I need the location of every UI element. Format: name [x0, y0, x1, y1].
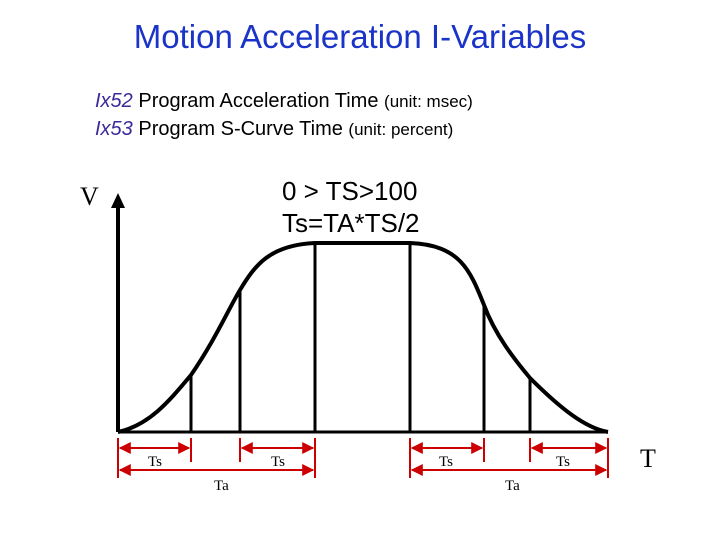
- velocity-axis-arrowhead: [111, 193, 125, 208]
- slide-title: Motion Acceleration I-Variables: [133, 18, 587, 55]
- ts-label-2: Ts: [271, 454, 285, 470]
- ix53-variable: Ix53: [95, 118, 133, 140]
- ix53-description: Ix53 Program S-Curve Time (unit: percent…: [95, 118, 453, 141]
- ts-label-4: Ts: [556, 454, 570, 470]
- ix53-text: Program S-Curve Time: [132, 118, 349, 140]
- ix53-unit: (unit: percent): [348, 120, 454, 139]
- ix52-text: Program Acceleration Time: [132, 90, 385, 112]
- ta-label-1: Ta: [214, 478, 229, 494]
- velocity-axis-label: V: [80, 182, 99, 211]
- ix52-description: Ix52 Program Acceleration Time (unit: ms…: [95, 90, 473, 113]
- time-axis-label: T: [640, 444, 656, 473]
- ix52-unit: (unit: msec): [384, 92, 473, 111]
- ts-label-3: Ts: [439, 454, 453, 470]
- formula-ts: Ts=TA*TS/2: [282, 208, 420, 238]
- ix52-variable: Ix52: [95, 90, 133, 112]
- formula-condition: 0 > TS>100: [282, 176, 418, 206]
- ta-label-2: Ta: [505, 478, 520, 494]
- dimension-extension-lines: [117, 438, 609, 478]
- ts-label-1: Ts: [148, 454, 162, 470]
